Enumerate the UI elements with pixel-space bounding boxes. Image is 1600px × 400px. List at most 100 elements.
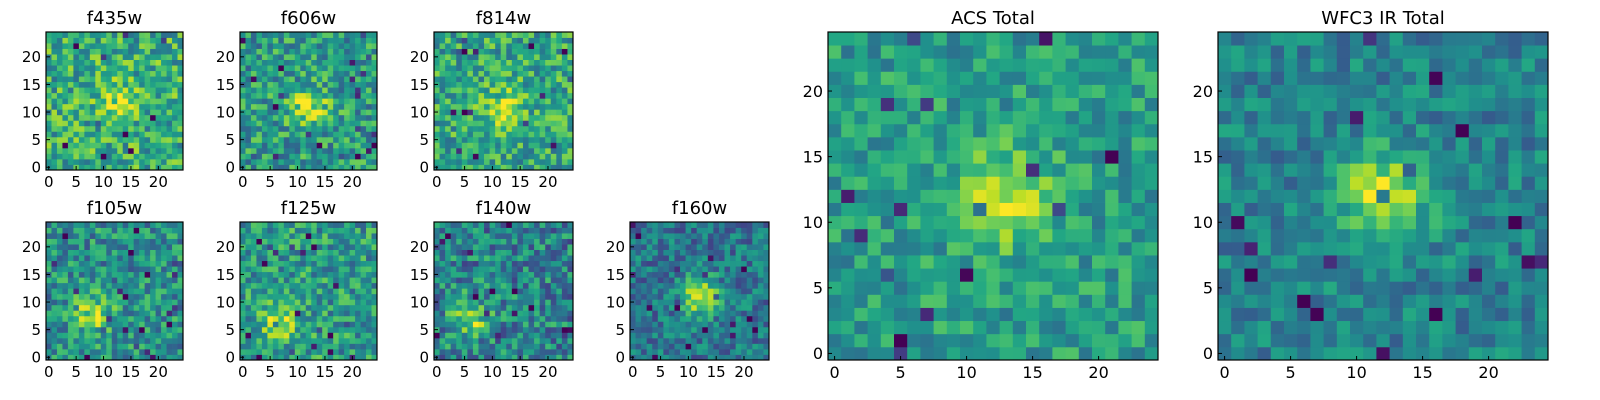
heatmap-cell — [752, 238, 759, 245]
heatmap-cell — [73, 310, 80, 317]
heatmap-cell — [245, 92, 252, 99]
heatmap-cell — [495, 299, 502, 306]
heatmap-cell — [556, 98, 563, 105]
heatmap-cell — [349, 32, 356, 38]
heatmap-cell — [663, 288, 670, 295]
heatmap-cell — [366, 266, 372, 273]
heatmap-cell — [300, 227, 307, 234]
heatmap-cell — [161, 109, 167, 116]
heatmap-cell — [960, 189, 974, 203]
heatmap-cell — [567, 249, 574, 256]
heatmap-cell — [349, 120, 356, 127]
heatmap-cell — [1026, 320, 1040, 335]
heatmap-cell — [355, 310, 361, 317]
heatmap-cell — [450, 87, 457, 94]
heatmap-cell — [245, 277, 252, 284]
heatmap-cell — [267, 255, 274, 262]
heatmap-cell — [117, 343, 124, 350]
heatmap-cell — [322, 343, 329, 350]
heatmap-cell — [62, 299, 69, 306]
heatmap-cell — [278, 255, 285, 262]
heatmap-cell — [366, 114, 372, 121]
heatmap-cell — [534, 321, 541, 328]
heatmap-cell — [311, 255, 318, 262]
heatmap-cell — [117, 238, 124, 245]
heatmap-cell — [561, 304, 568, 311]
heatmap-cell — [78, 282, 85, 289]
heatmap-cell — [746, 326, 753, 333]
heatmap-cell — [300, 147, 307, 154]
heatmap-cell — [139, 98, 146, 105]
heatmap-cell — [696, 282, 703, 289]
heatmap-cell — [67, 321, 74, 328]
heatmap-cell — [641, 343, 648, 350]
heatmap-cell — [144, 343, 151, 350]
heatmap-cell — [522, 37, 529, 44]
heatmap-cell — [461, 142, 468, 149]
heatmap-cell — [133, 48, 140, 55]
heatmap-cell — [283, 158, 290, 165]
heatmap-cell — [567, 109, 574, 116]
heatmap-cell — [456, 87, 463, 94]
heatmap-cell — [1052, 268, 1066, 282]
heatmap-cell — [450, 109, 457, 116]
heatmap-cell — [300, 81, 307, 88]
heatmap-cell — [511, 114, 518, 121]
heatmap-cell — [95, 37, 102, 44]
heatmap-cell — [327, 244, 334, 250]
heatmap-cell — [478, 271, 485, 278]
heatmap-cell — [327, 222, 334, 228]
heatmap-cell — [161, 142, 167, 149]
heatmap-cell — [166, 249, 173, 256]
heatmap-cell — [556, 326, 563, 333]
heatmap-cell — [561, 321, 568, 328]
heatmap-cell — [907, 150, 921, 164]
heatmap-cell — [730, 354, 737, 361]
heatmap-cell — [746, 304, 753, 311]
heatmap-cell — [522, 65, 529, 72]
heatmap-cell — [445, 227, 452, 234]
heatmap-cell — [327, 348, 334, 355]
heatmap-cell — [1131, 163, 1146, 177]
heatmap-cell — [960, 215, 974, 230]
heatmap-cell — [450, 70, 457, 77]
heatmap-cell — [741, 299, 748, 306]
heatmap-cell — [322, 87, 329, 94]
heatmap-cell — [338, 76, 345, 83]
heatmap-cell — [311, 32, 318, 38]
heatmap-cell — [240, 37, 246, 44]
heatmap-cell — [300, 293, 307, 300]
heatmap-cell — [539, 293, 546, 300]
heatmap-cell — [539, 332, 546, 339]
heatmap-cell — [89, 271, 96, 278]
heatmap-cell — [278, 131, 285, 138]
heatmap-cell — [685, 260, 692, 267]
heatmap-cell — [545, 98, 552, 105]
heatmap-cell — [495, 354, 502, 361]
heatmap-cell — [691, 277, 698, 284]
heatmap-cell — [56, 282, 63, 289]
heatmap-cell — [161, 147, 167, 154]
heatmap-cell — [150, 103, 156, 110]
heatmap-cell — [517, 233, 524, 239]
heatmap-cell — [349, 315, 356, 322]
heatmap-cell — [545, 48, 552, 55]
heatmap-cell — [161, 233, 167, 239]
heatmap-cell — [880, 176, 895, 190]
heatmap-cell — [828, 333, 842, 348]
heatmap-cell — [663, 282, 670, 289]
heatmap-cell — [278, 315, 285, 322]
heatmap-cell — [278, 158, 285, 165]
heatmap-cell — [511, 354, 518, 361]
heatmap-cell — [757, 288, 764, 295]
heatmap-cell — [245, 125, 252, 132]
heatmap-cell — [240, 293, 246, 300]
heatmap-cell — [327, 266, 334, 273]
heatmap-cell — [371, 271, 378, 278]
heatmap-cell — [144, 32, 151, 38]
heatmap-cell — [311, 142, 318, 149]
heatmap-cell — [506, 277, 513, 284]
heatmap-cell — [467, 354, 474, 361]
heatmap-cell — [155, 59, 162, 66]
heatmap-cell — [240, 70, 246, 77]
